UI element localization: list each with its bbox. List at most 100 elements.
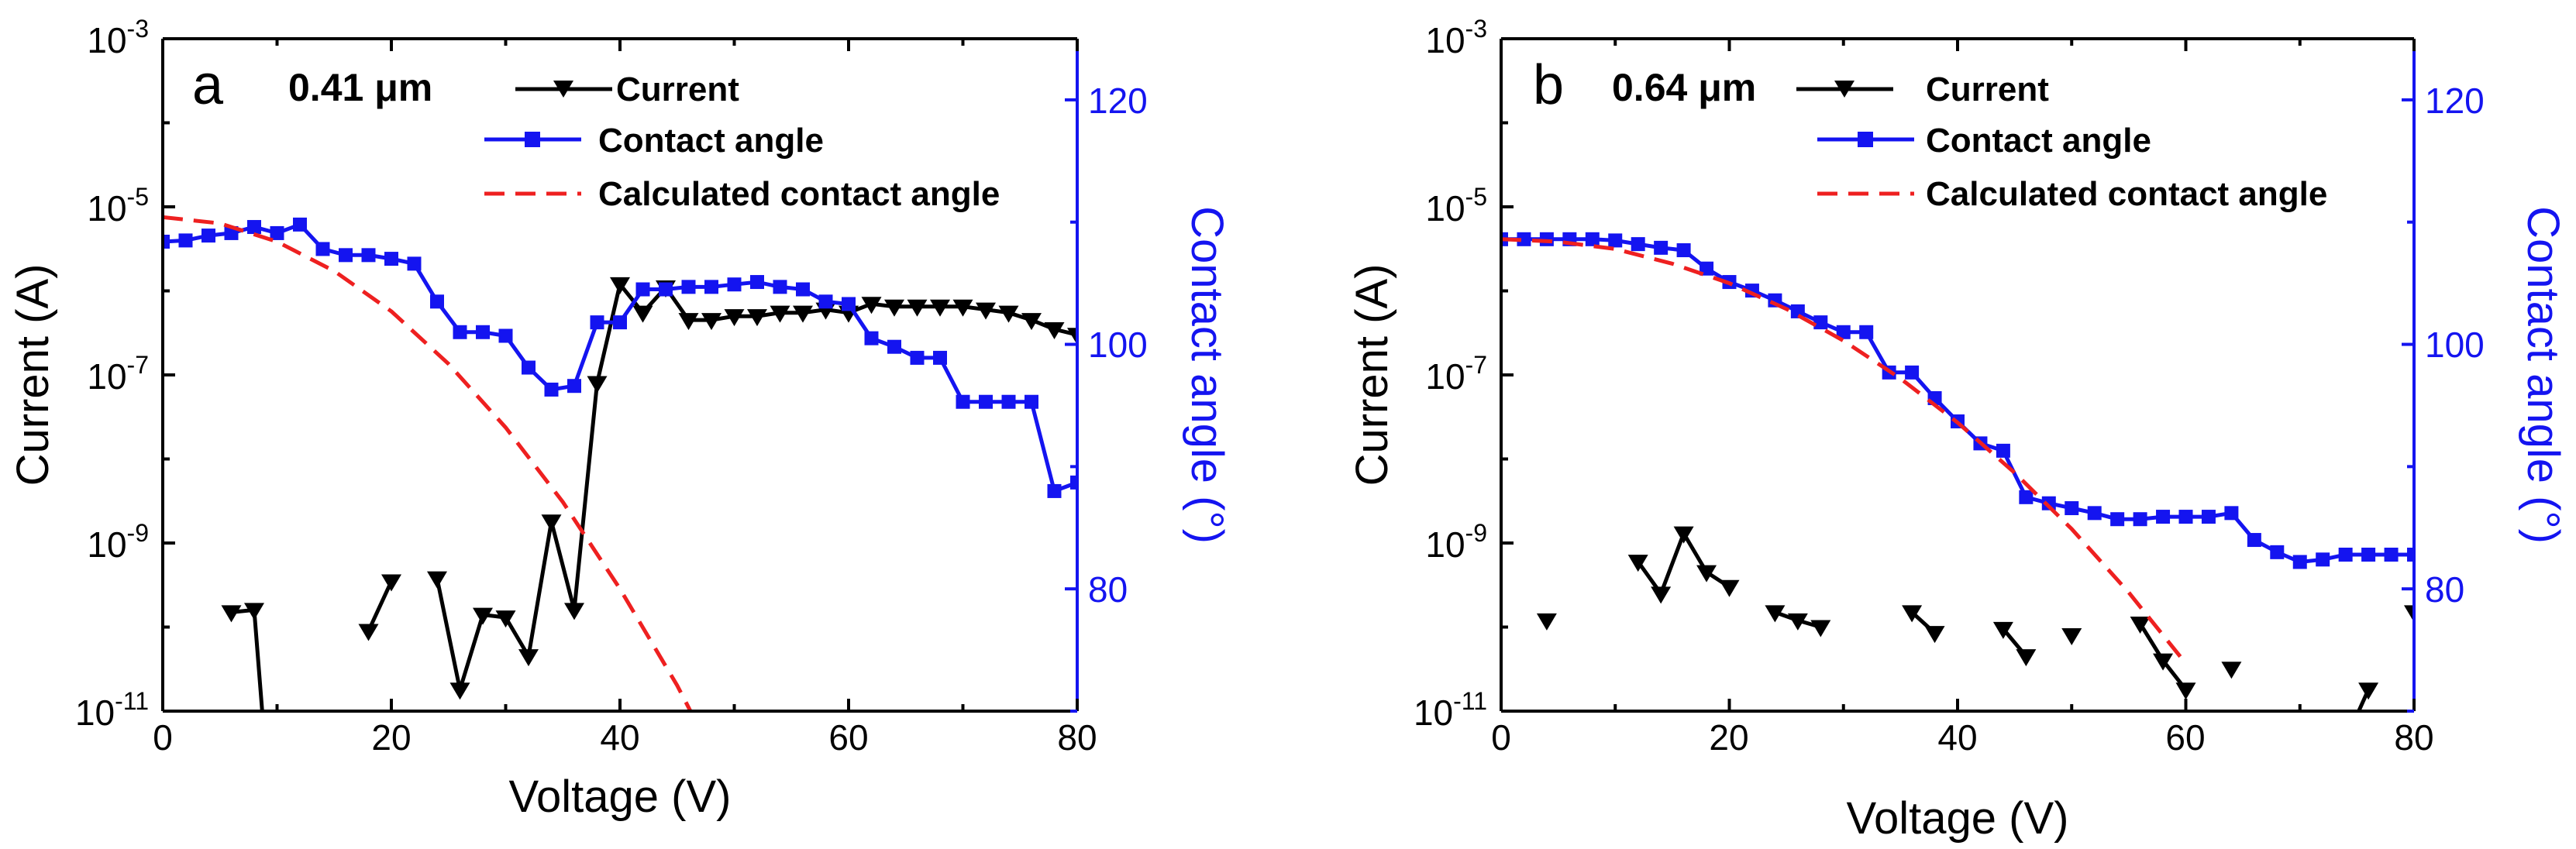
panel-b-contact-angle-point xyxy=(2224,506,2239,521)
panel-a-current-point xyxy=(427,571,447,589)
panel-a-contact-angle-point xyxy=(590,315,604,330)
panel-b-contact-angle-point xyxy=(1700,261,1714,276)
panel-a-series-area xyxy=(163,215,1077,711)
panel-a-contact-angle-point xyxy=(430,294,444,309)
panel-b-x-axis-title: Voltage (V) xyxy=(1847,793,2069,844)
panel-b-current-point xyxy=(2221,662,2242,679)
panel-a-current-point xyxy=(221,605,242,623)
panel-b-current-point xyxy=(1719,579,1740,597)
panel-b-current-point xyxy=(1536,613,1557,631)
panel-a-contact-angle-point xyxy=(498,328,513,343)
panel-a-current-point xyxy=(952,299,973,317)
panel-b-contact-angle-point xyxy=(2384,547,2399,562)
panel-a-y2-tick-120: 120 xyxy=(1088,81,1148,121)
panel-a-contact-angle-point xyxy=(933,350,947,365)
panel-a-current-point xyxy=(998,305,1019,323)
panel-a-contact-angle-point xyxy=(704,280,718,294)
panel-b-y2-tick-80: 80 xyxy=(2425,569,2464,610)
panel-a-current-point xyxy=(930,299,950,317)
panel-b-x-tick-0: 0 xyxy=(1491,717,1511,758)
panel-a-contact-angle-point xyxy=(1001,394,1016,409)
panel-b-current-point xyxy=(1924,626,1945,644)
panel-a-contact-angle-point xyxy=(635,282,650,297)
panel-a-contact-angle-point xyxy=(1025,394,1038,409)
panel-a-contact-angle-point xyxy=(613,315,627,330)
panel-a-letter: a xyxy=(192,54,224,116)
panel-a-current-point xyxy=(449,682,470,700)
panel-b-current-point xyxy=(2061,628,2082,646)
panel-a-legend: Current Contact angle Calculated contact… xyxy=(484,70,1000,213)
panel-a-x-tick-80: 80 xyxy=(1057,717,1097,758)
panel-a-contact-angle-point xyxy=(361,248,376,263)
panel-b-current-point xyxy=(1765,605,1786,623)
panel-a-y-tick-1e-5: 10-5 xyxy=(87,183,149,229)
panel-a-contact-angle-point xyxy=(384,252,398,266)
panel-a-contact-angle-point xyxy=(201,229,215,243)
panel-a-current-point xyxy=(793,305,813,323)
panel-a-contact-angle-point xyxy=(178,233,193,248)
panel-b-contact-angle-point xyxy=(2019,490,2034,504)
panel-b-contact-angle-point xyxy=(2201,510,2216,524)
panel-b-y-tick-1e-7: 10-7 xyxy=(1425,351,1487,397)
panel-a-y-tick-1e-7: 10-7 xyxy=(87,351,149,397)
panel-a-x-tick-20: 20 xyxy=(371,717,411,758)
panel-b-current-point xyxy=(2153,653,2174,671)
panel-a-contact-angle-point xyxy=(956,394,970,409)
panel-b-contact-angle-point xyxy=(2338,547,2353,562)
panel-a-contact-angle-point xyxy=(910,350,925,365)
panel-a-current-point xyxy=(473,607,493,625)
panel-a-contact-angle-point xyxy=(818,294,833,309)
panel-a-contact-angle-point xyxy=(293,217,307,232)
panel-b-contact-angle-point xyxy=(1631,237,1645,252)
panel-b-current-point xyxy=(1810,620,1831,638)
panel-a-current-point xyxy=(884,299,904,317)
panel-b-contact-angle-point xyxy=(2361,547,2376,562)
panel-a: a 0.41 μm Current Contact angle Calculat… xyxy=(8,15,1232,822)
panel-b-y-tick-1e-11: 10-11 xyxy=(1414,687,1487,733)
panel-b-current-point xyxy=(2404,605,2414,623)
panel-a-current-point xyxy=(381,574,401,592)
legend-b-contact-label: Contact angle xyxy=(1926,122,2151,160)
panel-a-y2-axis-title: Contact angle (°) xyxy=(1182,206,1232,544)
panel-a-current-point xyxy=(724,309,745,327)
legend-a-current-label: Current xyxy=(616,70,739,108)
panel-b-y2-tick-100: 100 xyxy=(2425,325,2485,365)
panel-b-contact-angle-point xyxy=(2178,510,2193,524)
panel-a-current-point xyxy=(861,297,882,315)
panel-b-contact-angle-point xyxy=(1654,240,1669,255)
panel-a-contact-angle-point xyxy=(864,331,879,345)
panel-b-current-point xyxy=(2175,682,2196,700)
panel-a-contact-angle-point xyxy=(522,360,536,375)
panel-a-y-tick-1e-11: 10-11 xyxy=(75,687,149,733)
panel-a-current-point xyxy=(678,313,699,331)
panel-b-y2-axis-title: Contact angle (°) xyxy=(2518,206,2568,544)
panel-b-letter: b xyxy=(1533,54,1564,116)
panel-b: b 0.64 μm Current Contact angle Calculat… xyxy=(1347,15,2568,844)
panel-b-contact-angle-point xyxy=(2156,510,2171,524)
panel-b-x-tick-60: 60 xyxy=(2165,717,2205,758)
panel-a-contact-angle-point xyxy=(659,282,673,297)
panel-b-contact-angle-point xyxy=(1905,365,1920,380)
panel-a-current-point xyxy=(358,624,379,641)
panel-b-current-point xyxy=(1992,621,2013,639)
panel-a-x-tick-60: 60 xyxy=(828,717,868,758)
panel-a-current-point xyxy=(244,603,264,620)
legend-a-calculated-label: Calculated contact angle xyxy=(598,175,1000,213)
panel-b-contact-angle-point xyxy=(1790,304,1805,318)
panel-a-contact-angle-point xyxy=(476,325,490,339)
panel-b-current-point xyxy=(1696,565,1717,583)
panel-b-x-tick-20: 20 xyxy=(1709,717,1748,758)
panel-b-y-tick-1e-5: 10-5 xyxy=(1425,183,1487,229)
panel-a-current-point xyxy=(495,610,516,628)
panel-a-current-point xyxy=(587,376,608,394)
panel-a-x-axis-title: Voltage (V) xyxy=(509,772,732,822)
panel-a-thickness-label: 0.41 μm xyxy=(288,66,432,109)
panel-b-contact-angle-point xyxy=(2247,533,2261,548)
panel-a-contact-angle-point xyxy=(567,379,581,394)
panel-b-y2-tick-120: 120 xyxy=(2425,81,2485,121)
legend-a-contact-label: Contact angle xyxy=(598,122,824,160)
panel-a-current-point xyxy=(564,603,584,620)
panel-a-y-tick-1e-3: 10-3 xyxy=(87,15,149,60)
panel-a-current-segment xyxy=(435,280,1077,691)
